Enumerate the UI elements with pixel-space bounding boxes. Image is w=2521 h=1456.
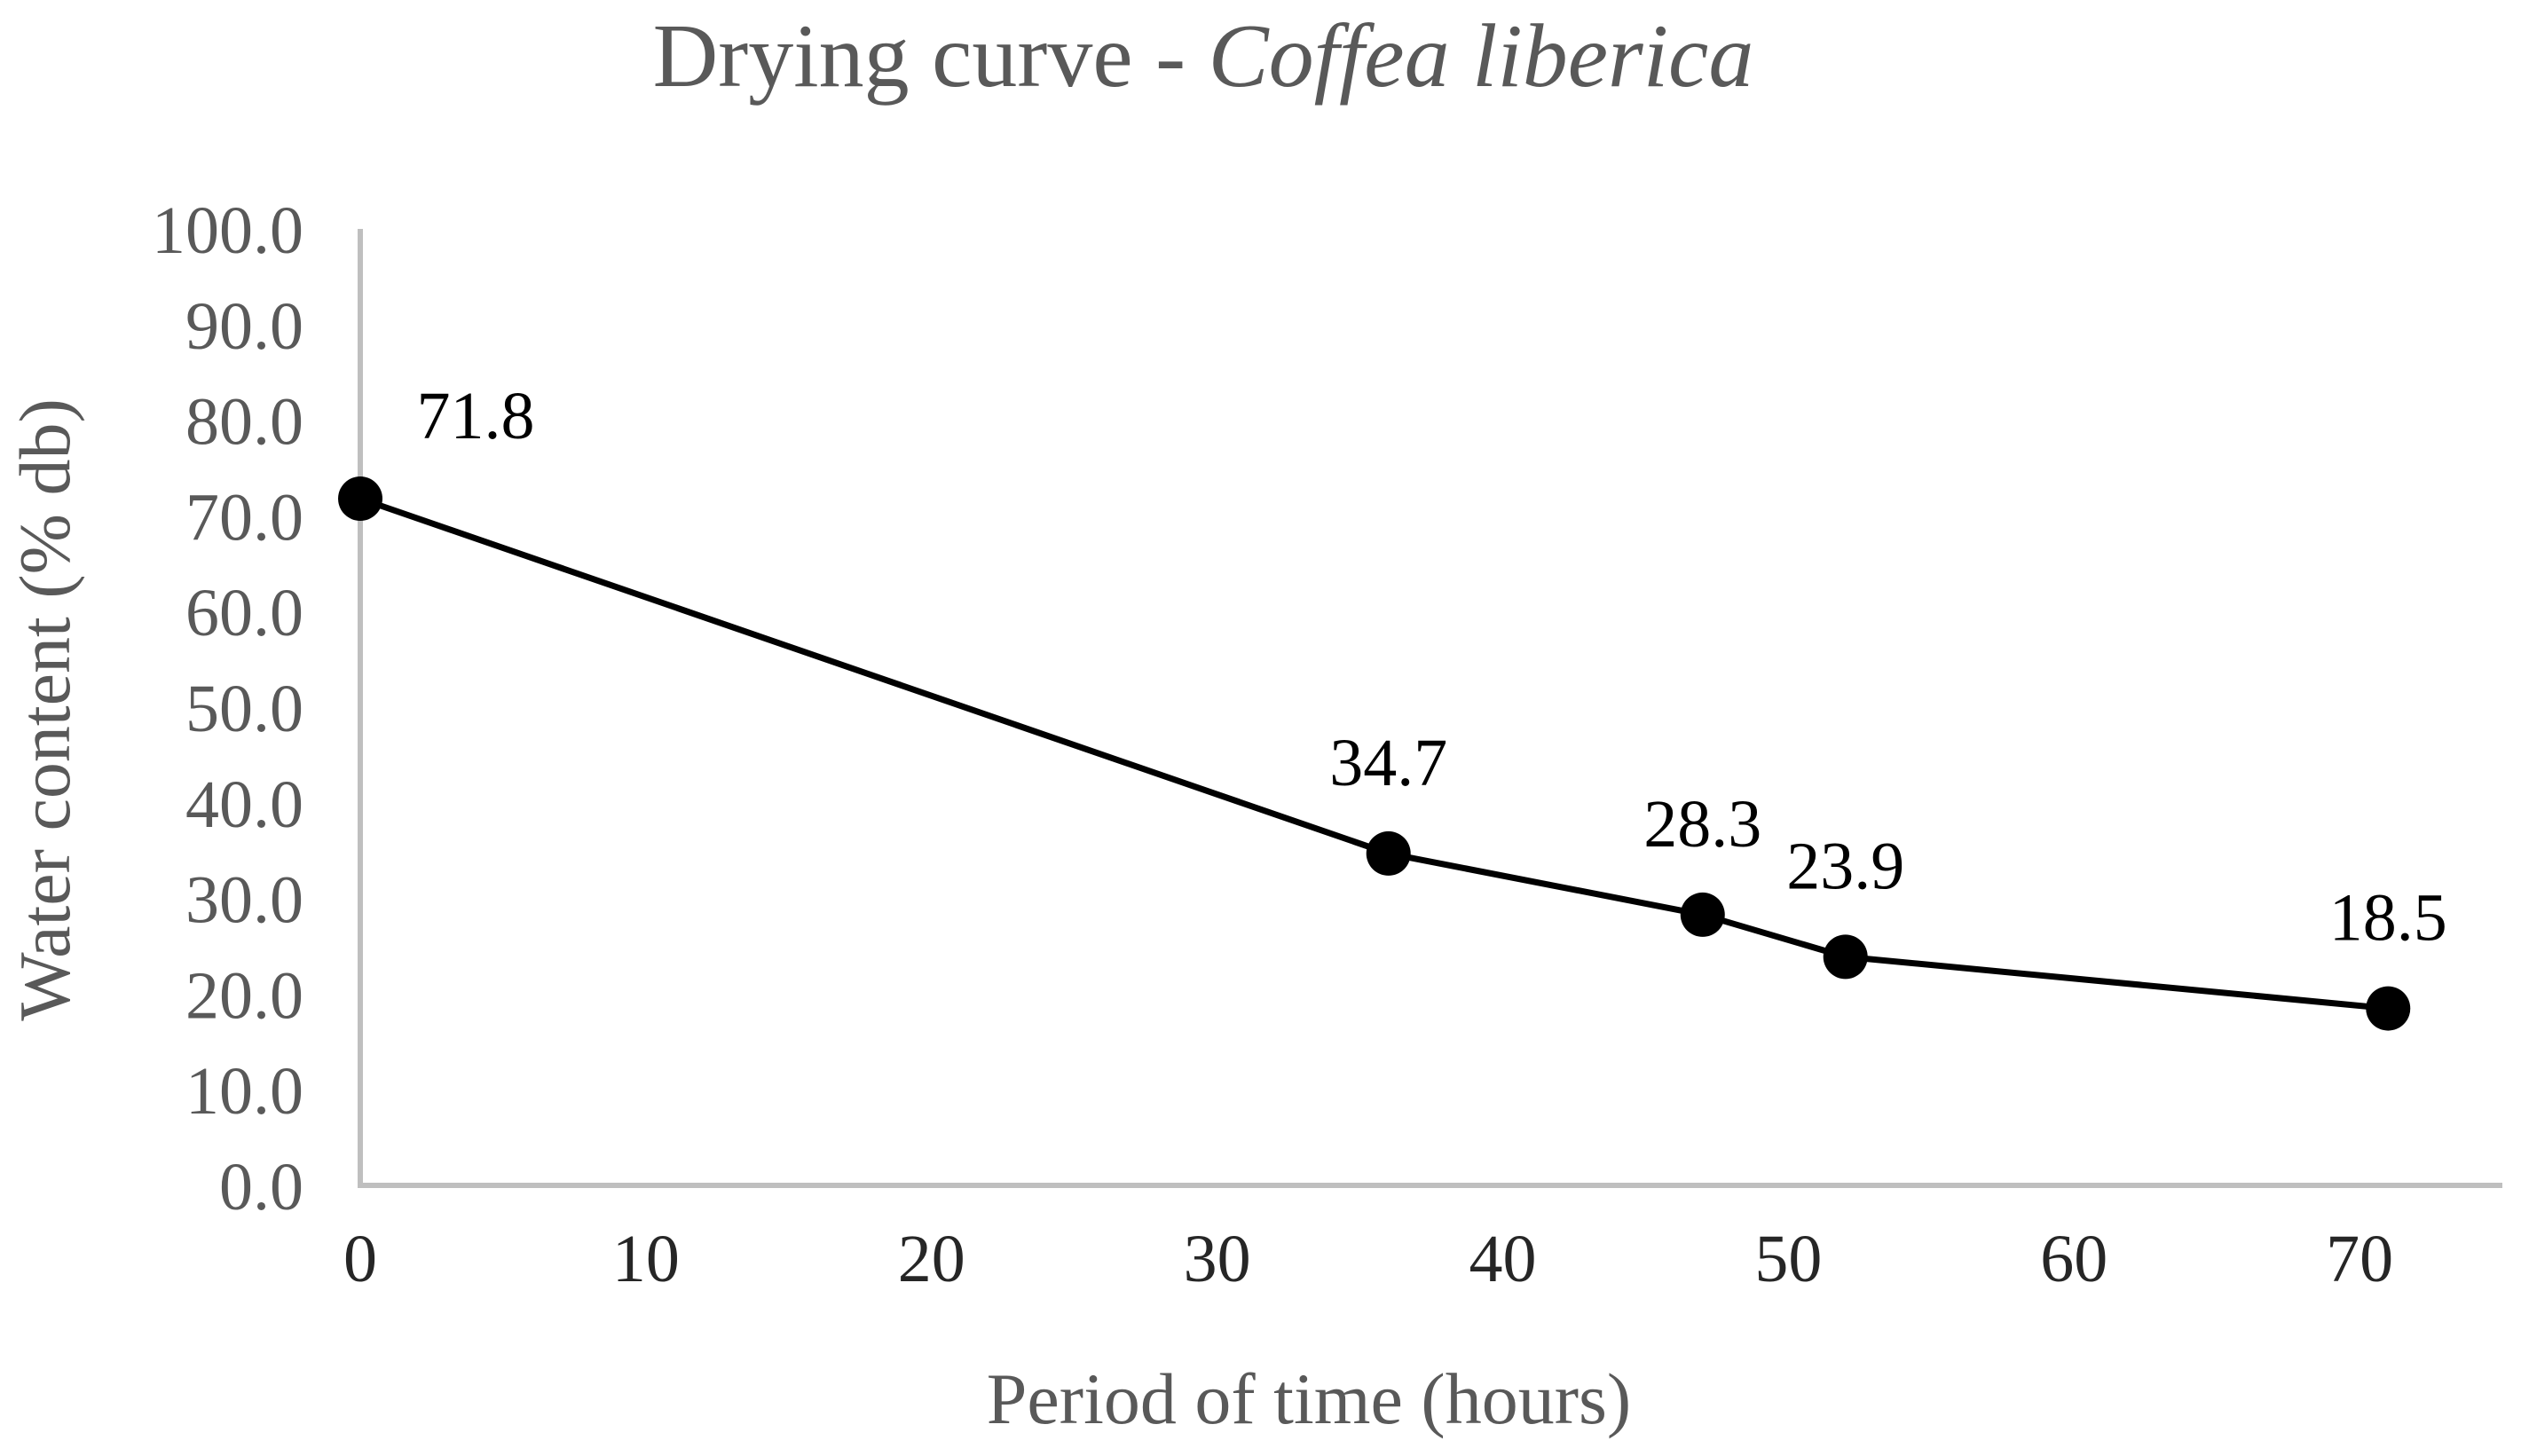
data-point-label: 23.9	[1786, 829, 1904, 903]
y-tick-label: 0.0	[219, 1150, 303, 1224]
data-point-marker	[1823, 934, 1868, 980]
x-tick-label: 40	[1469, 1222, 1536, 1296]
data-point-label: 28.3	[1643, 787, 1761, 862]
y-tick-label: 80.0	[185, 385, 303, 460]
data-point-label: 18.5	[2329, 881, 2447, 956]
data-point-marker	[1366, 830, 1411, 876]
x-axis-title: Period of time (hours)	[987, 1358, 1631, 1439]
data-point-marker	[2366, 986, 2411, 1031]
chart-title-italic: Coffea liberica	[1209, 6, 1754, 106]
chart-title: Drying curve - Coffea liberica	[653, 6, 1754, 106]
data-point-label: 34.7	[1329, 726, 1447, 800]
x-tick-label: 30	[1184, 1222, 1251, 1296]
data-point-marker	[338, 476, 382, 521]
y-tick-label: 20.0	[185, 958, 303, 1033]
x-tick-label: 50	[1754, 1222, 1822, 1296]
y-tick-label: 40.0	[185, 767, 303, 842]
x-tick-label: 10	[612, 1222, 680, 1296]
y-tick-label: 30.0	[185, 863, 303, 938]
generated-chart-layer: 0.0 10.0 20.0 30.0 40.0 50.0 60.0 70.0 80.0 90.0 1…	[152, 193, 2502, 1296]
y-tick-label: 90.0	[185, 289, 303, 364]
y-tick-label: 50.0	[185, 672, 303, 746]
data-point-label: 71.8	[417, 379, 535, 453]
y-axis-title: Water content (% db)	[4, 398, 85, 1020]
chart-title-normal: Drying curve -	[653, 6, 1209, 106]
data-point-marker	[1680, 892, 1725, 937]
x-tick-label: 0	[343, 1222, 377, 1296]
y-tick-label: 100.0	[152, 193, 303, 268]
x-tick-label: 70	[2326, 1222, 2393, 1296]
x-tick-label: 60	[2040, 1222, 2107, 1296]
y-tick-label: 70.0	[185, 480, 303, 555]
x-tick-label: 20	[898, 1222, 965, 1296]
y-tick-label: 10.0	[185, 1054, 303, 1129]
y-tick-label: 60.0	[185, 576, 303, 650]
